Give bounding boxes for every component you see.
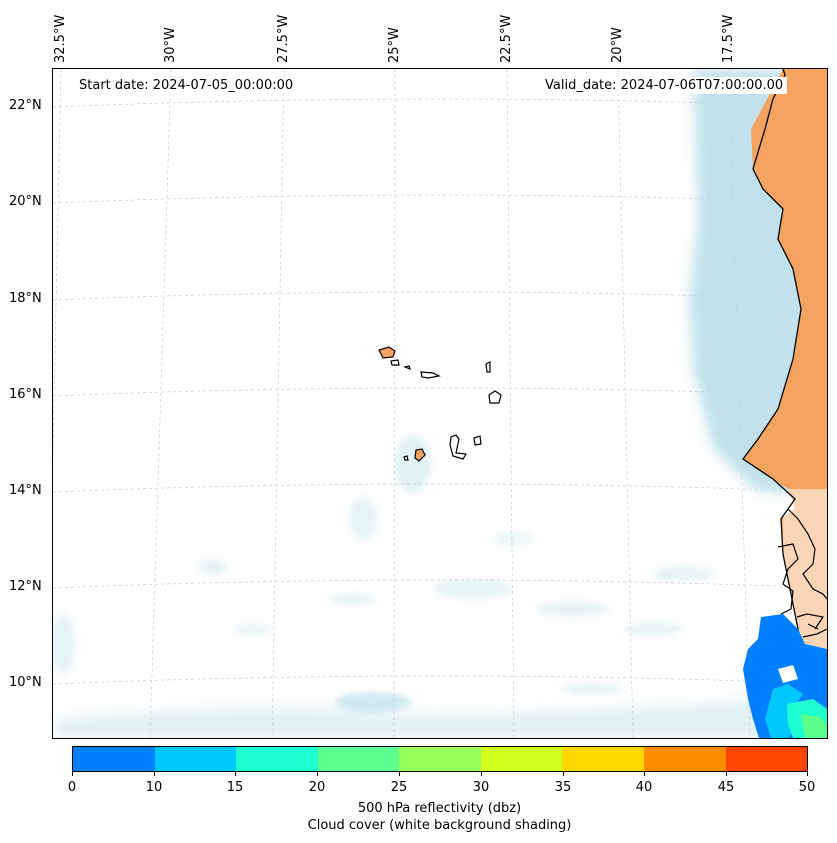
colorbar-title: 500 hPa reflectivity (dbz) (357, 801, 522, 816)
lon-label-30w: 30°W (163, 27, 178, 63)
lon-label-20w: 20°W (610, 27, 625, 63)
colorbar-segment (562, 747, 644, 771)
cloud-cover (53, 69, 827, 738)
colorbar-tick (807, 772, 808, 776)
lat-label-12n: 12°N (9, 579, 42, 594)
lon-label-32-5w: 32.5°W (53, 14, 68, 63)
colorbar-tick-label: 25 (390, 780, 408, 795)
lat-label-20n: 20°N (9, 194, 42, 209)
colorbar-tick (644, 772, 645, 776)
lon-label-22-5w: 22.5°W (499, 14, 514, 63)
lat-label-18n: 18°N (9, 291, 42, 306)
colorbar-tick-label: 40 (635, 780, 653, 795)
colorbar-tick-label: 30 (472, 780, 490, 795)
colorbar-tick (72, 772, 73, 776)
colorbar-tick-label: 10 (145, 780, 163, 795)
lat-label-16n: 16°N (9, 387, 42, 402)
colorbar-tick (154, 772, 155, 776)
colorbar-segment (73, 747, 155, 771)
graticule (53, 69, 827, 738)
lon-label-25w: 25°W (387, 27, 402, 63)
cape-verde-islands (378, 346, 502, 462)
colorbar-tick (399, 772, 400, 776)
colorbar-tick (563, 772, 564, 776)
start-date-label: Start date: 2024-07-05_00:00:00 (75, 77, 298, 94)
colorbar-tick-label: 50 (798, 780, 816, 795)
colorbar-segment (643, 747, 726, 771)
valid-date-label: Valid_date: 2024-07-06T07:00:00.00 (541, 77, 788, 94)
lat-label-14n: 14°N (9, 483, 42, 498)
coastline-south (777, 508, 827, 638)
colorbar-segment (399, 747, 481, 771)
lat-label-10n: 10°N (9, 675, 42, 690)
colorbar-tick-label: 45 (717, 780, 735, 795)
colorbar-tick (726, 772, 727, 776)
colorbar-tick (317, 772, 318, 776)
colorbar-tick-label: 20 (308, 780, 326, 795)
colorbar-segment (725, 747, 808, 771)
colorbar-segment (480, 747, 563, 771)
colorbar-tick (235, 772, 236, 776)
colorbar (72, 746, 808, 772)
colorbar-segment (236, 747, 318, 771)
lon-label-17-5w: 17.5°W (721, 14, 736, 63)
colorbar-tick (481, 772, 482, 776)
map-panel[interactable] (52, 68, 828, 739)
lat-label-22n: 22°N (9, 98, 42, 113)
map-canvas (53, 69, 827, 738)
colorbar-segment (154, 747, 237, 771)
lon-label-27-5w: 27.5°W (276, 14, 291, 63)
reflectivity-area (743, 614, 827, 738)
colorbar-tick-label: 15 (226, 780, 244, 795)
colorbar-tick-label: 35 (554, 780, 572, 795)
colorbar-subtitle: Cloud cover (white background shading) (307, 818, 572, 833)
colorbar-tick-label: 0 (67, 780, 77, 795)
colorbar-segment (317, 747, 400, 771)
